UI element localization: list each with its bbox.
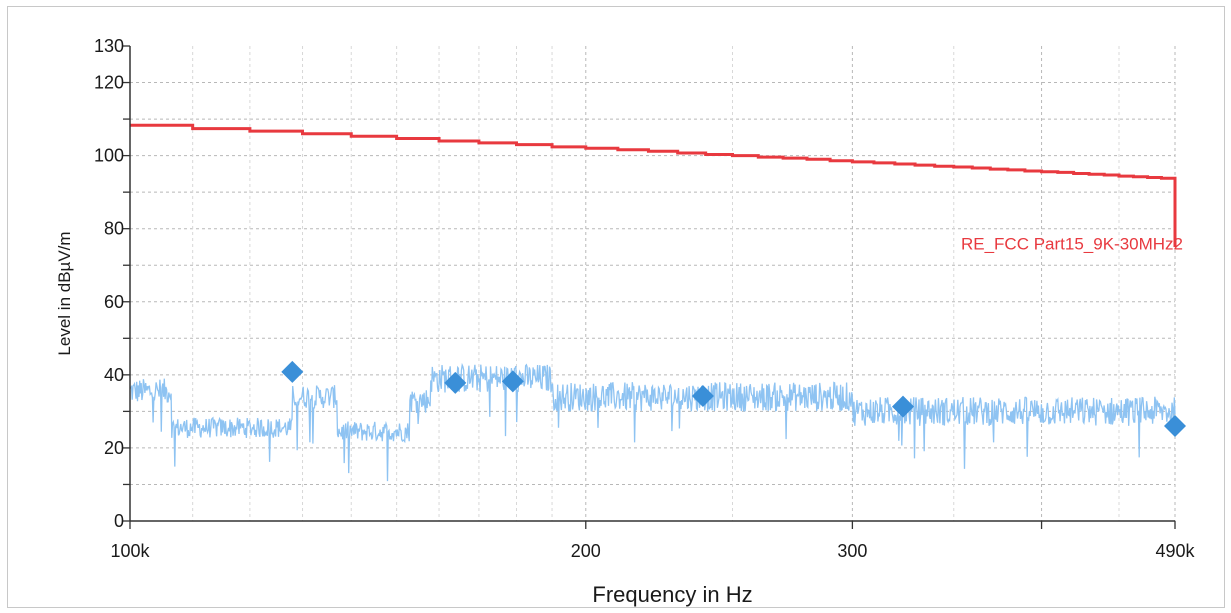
y-tick-label: 0 [114, 511, 124, 531]
x-tick-label: 200 [571, 541, 601, 561]
y-tick-label: 20 [104, 438, 124, 458]
y-tick-label: 80 [104, 219, 124, 239]
peak-marker [281, 360, 304, 383]
limit-line-label: RE_FCC Part15_9K-30MHz2 [961, 234, 1183, 253]
grid [129, 46, 1176, 521]
peak-marker [691, 385, 714, 408]
measurement-line [129, 362, 1176, 482]
x-tick-label: 300 [837, 541, 867, 561]
peak-marker [1164, 415, 1186, 437]
y-tick-label: 60 [104, 292, 124, 312]
peak-marker [444, 371, 467, 394]
y-tick-label: 100 [94, 146, 124, 166]
peak-marker [501, 370, 524, 393]
y-tick-label: 40 [104, 365, 124, 385]
x-tick-label: 490k [1155, 541, 1195, 561]
y-tick-label: 130 [94, 36, 124, 56]
peak-marker [891, 395, 914, 418]
y-axis-title: Level in dBµV/m [55, 231, 74, 355]
x-axis-title: Frequency in Hz [592, 582, 752, 607]
labels: 0 20 40 60 80 100 120 130 100k 200 300 490k Frequenc… [55, 36, 1196, 607]
y-tick-label: 120 [94, 73, 124, 93]
chart-frame [7, 6, 1225, 608]
measurement-trace [129, 362, 1176, 482]
x-tick-label: 100k [110, 541, 150, 561]
axes [123, 45, 1176, 529]
limit-line [130, 123, 1177, 247]
peak-markers [281, 360, 1186, 437]
limit-step-line [130, 123, 1177, 247]
